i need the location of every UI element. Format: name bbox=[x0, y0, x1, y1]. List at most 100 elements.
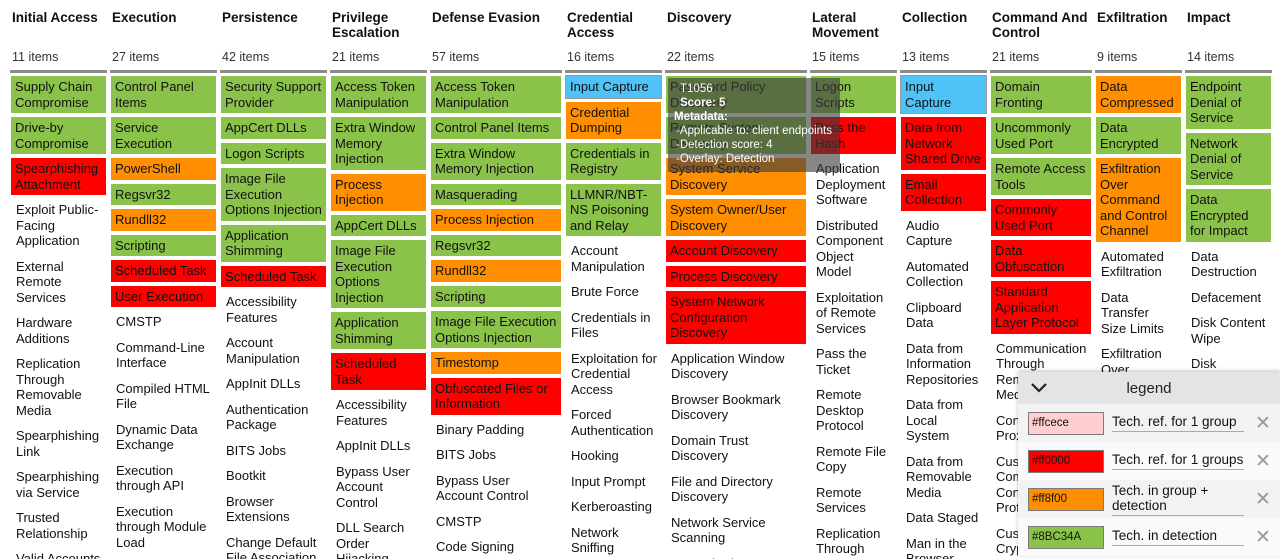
technique-cell[interactable]: Scripting bbox=[430, 284, 562, 308]
technique-cell[interactable]: AppInit DLLs bbox=[336, 438, 411, 453]
technique-cell[interactable]: Exploit Public-Facing Application bbox=[16, 202, 99, 248]
technique-cell[interactable]: Disk Content Wipe bbox=[1191, 315, 1266, 346]
technique-cell[interactable]: Data Obfuscation bbox=[990, 239, 1092, 278]
technique-cell[interactable]: Replication Through Removable Media bbox=[816, 525, 882, 559]
technique-cell[interactable]: Bypass User Account Control bbox=[436, 472, 529, 504]
technique-cell[interactable]: Data from Network Shared Drive bbox=[900, 116, 987, 171]
technique-cell[interactable]: Logon Scripts bbox=[220, 141, 327, 165]
technique-cell[interactable]: Remote Desktop Protocol bbox=[816, 387, 864, 433]
technique-cell[interactable]: Email Collection bbox=[900, 172, 987, 212]
technique-cell[interactable]: AppCert DLLs bbox=[220, 116, 327, 140]
technique-cell[interactable]: Application Shimming bbox=[220, 223, 327, 263]
technique-cell[interactable]: Commonly Used Port bbox=[990, 198, 1092, 237]
technique-cell[interactable]: Data Encrypted bbox=[1095, 116, 1182, 155]
technique-cell[interactable]: Data Transfer Size Limits bbox=[1101, 289, 1164, 336]
legend-label-input[interactable]: Tech. in detection bbox=[1112, 528, 1244, 546]
technique-cell[interactable]: Control Panel Items bbox=[430, 116, 562, 140]
technique-cell[interactable]: Browser Bookmark Discovery bbox=[671, 391, 781, 423]
technique-cell[interactable]: AppCert DLLs bbox=[330, 213, 427, 237]
legend-header[interactable]: legend bbox=[1018, 372, 1280, 404]
technique-cell[interactable]: Brute Force bbox=[571, 284, 639, 299]
technique-cell[interactable]: Audio Capture bbox=[906, 217, 953, 249]
technique-cell[interactable]: Defacement bbox=[1191, 289, 1262, 305]
technique-cell[interactable]: BITS Jobs bbox=[436, 447, 496, 462]
technique-cell[interactable]: Binary Padding bbox=[436, 421, 525, 437]
technique-cell[interactable]: Compiled HTML File bbox=[116, 380, 210, 412]
close-icon[interactable]: ✕ bbox=[1255, 526, 1271, 548]
technique-cell[interactable]: LLMNR/NBT-NS Poisoning and Relay bbox=[565, 182, 662, 237]
technique-cell[interactable]: Process Injection bbox=[430, 208, 562, 232]
tactic-header[interactable]: Discovery bbox=[667, 10, 732, 25]
technique-cell[interactable]: Spearphishing Attachment bbox=[10, 157, 107, 196]
technique-cell[interactable]: Data Compressed bbox=[1095, 75, 1182, 114]
technique-cell[interactable]: Input Prompt bbox=[571, 473, 646, 489]
technique-cell[interactable]: Application Shimming bbox=[330, 311, 427, 350]
close-icon[interactable]: ✕ bbox=[1255, 488, 1271, 510]
technique-cell[interactable]: Forced Authentication bbox=[571, 407, 654, 438]
technique-cell[interactable]: Input Capture bbox=[900, 75, 987, 114]
technique-cell[interactable]: Remote Services bbox=[816, 484, 866, 516]
technique-cell[interactable]: Bootkit bbox=[226, 468, 266, 483]
technique-cell[interactable]: Service Execution bbox=[110, 116, 217, 155]
technique-cell[interactable]: Authentication Package bbox=[226, 401, 309, 433]
technique-cell[interactable]: Kerberoasting bbox=[571, 499, 652, 514]
technique-cell[interactable]: Extra Window Memory Injection bbox=[330, 116, 427, 171]
technique-cell[interactable]: Trusted Relationship bbox=[16, 510, 88, 541]
technique-cell[interactable]: Spearphishing Link bbox=[16, 428, 100, 459]
tactic-header[interactable]: Command And Control bbox=[992, 10, 1088, 40]
technique-cell[interactable]: Drive-by Compromise bbox=[10, 116, 107, 155]
technique-cell[interactable]: Execution through Module Load bbox=[116, 503, 207, 550]
tactic-header[interactable]: Initial Access bbox=[12, 10, 98, 25]
technique-cell[interactable]: Access Token Manipulation bbox=[330, 75, 427, 114]
technique-cell[interactable]: Rundll32 bbox=[110, 208, 217, 232]
technique-cell[interactable]: Remote Access Tools bbox=[990, 157, 1092, 196]
technique-cell[interactable]: Data from Information Repositories bbox=[906, 340, 979, 387]
tactic-header[interactable]: Credential Access bbox=[567, 10, 634, 40]
technique-cell[interactable]: Regsvr32 bbox=[110, 182, 217, 206]
technique-cell[interactable]: Access Token Manipulation bbox=[430, 75, 562, 114]
technique-cell[interactable]: External Remote Services bbox=[16, 258, 66, 305]
technique-cell[interactable]: Timestomp bbox=[430, 351, 562, 375]
legend-label-input[interactable]: Tech. in group + detection bbox=[1112, 483, 1244, 516]
technique-cell[interactable]: Data from Removable Media bbox=[906, 453, 972, 500]
technique-cell[interactable]: Image File Execution Options Injection bbox=[220, 167, 327, 222]
close-icon[interactable]: ✕ bbox=[1255, 450, 1271, 472]
technique-cell[interactable]: CMSTP bbox=[436, 513, 482, 529]
technique-cell[interactable]: Hardware Additions bbox=[16, 315, 73, 346]
technique-cell[interactable]: Command-Line Interface bbox=[116, 339, 205, 371]
technique-cell[interactable]: Image File Execution Options Injection bbox=[330, 239, 427, 309]
technique-cell[interactable]: Credentials in Files bbox=[571, 309, 651, 341]
technique-cell[interactable]: Account Discovery bbox=[665, 239, 807, 263]
technique-cell[interactable]: Process Injection bbox=[330, 172, 427, 212]
tactic-header[interactable]: Privilege Escalation bbox=[332, 10, 400, 40]
technique-cell[interactable]: Domain Fronting bbox=[990, 75, 1092, 114]
legend-label-input[interactable]: Tech. ref. for 1 group bbox=[1112, 414, 1244, 432]
technique-cell[interactable]: Standard Application Layer Protocol bbox=[990, 280, 1092, 335]
technique-cell[interactable]: AppInit DLLs bbox=[226, 376, 301, 391]
technique-cell[interactable]: Scheduled Task bbox=[330, 352, 427, 391]
technique-cell[interactable]: Process Discovery bbox=[665, 264, 807, 288]
legend-color-swatch[interactable]: #ff8f00 bbox=[1028, 487, 1104, 511]
technique-cell[interactable]: Account Manipulation bbox=[226, 335, 300, 366]
technique-cell[interactable]: Automated Collection bbox=[906, 258, 969, 290]
tactic-header[interactable]: Collection bbox=[902, 10, 968, 25]
technique-cell[interactable]: Automated Exfiltration bbox=[1101, 248, 1164, 280]
tactic-header[interactable]: Lateral Movement bbox=[812, 10, 879, 40]
technique-cell[interactable]: Pass the Ticket bbox=[816, 346, 867, 377]
technique-cell[interactable]: Masquerading bbox=[430, 182, 562, 206]
technique-cell[interactable]: Man in the Browser bbox=[906, 535, 967, 559]
technique-cell[interactable]: Obfuscated Files or Information bbox=[430, 376, 562, 416]
technique-cell[interactable]: Valid Accounts bbox=[16, 551, 101, 559]
technique-cell[interactable]: Credential Dumping bbox=[565, 100, 662, 140]
technique-cell[interactable]: Data from Local System bbox=[906, 397, 964, 443]
technique-cell[interactable]: Account Manipulation bbox=[571, 243, 645, 274]
technique-cell[interactable]: Network Denial of Service bbox=[1185, 131, 1272, 186]
technique-cell[interactable]: Network Sniffing bbox=[571, 524, 619, 556]
technique-cell[interactable]: Exploitation of Remote Services bbox=[816, 289, 884, 336]
technique-cell[interactable]: Data Encrypted for Impact bbox=[1185, 188, 1272, 243]
technique-cell[interactable]: Hooking bbox=[571, 448, 619, 463]
technique-cell[interactable]: Distributed Component Object Model bbox=[816, 217, 884, 280]
technique-cell[interactable]: Browser Extensions bbox=[226, 493, 290, 525]
technique-cell[interactable]: Exploitation for Credential Access bbox=[571, 350, 657, 397]
technique-cell[interactable]: BITS Jobs bbox=[226, 442, 286, 458]
